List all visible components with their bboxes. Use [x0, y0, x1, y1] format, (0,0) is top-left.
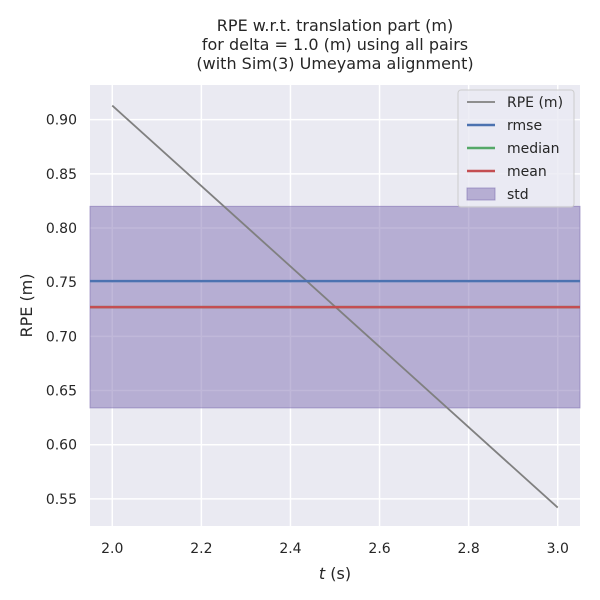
y-tick-labels: 0.55 0.60 0.65 0.70 0.75 0.80 0.85 0.90: [46, 113, 77, 508]
y-tick-label: 0.60: [46, 438, 77, 454]
legend-entry-label: RPE (m): [507, 95, 563, 111]
legend-entry-label: median: [507, 141, 559, 157]
legend-entry-label: std: [507, 187, 529, 203]
chart-title: RPE w.r.t. translation part (m)for delta…: [196, 16, 473, 73]
y-axis-label: RPE (m): [17, 273, 36, 337]
chart-title-line: RPE w.r.t. translation part (m): [217, 16, 453, 35]
chart-title-line: (with Sim(3) Umeyama alignment): [196, 54, 473, 73]
x-axis-label: t (s): [319, 564, 351, 583]
series-lines: [90, 104, 580, 509]
legend: RPE (m) rmse median mean std: [457, 89, 575, 208]
legend-swatch-std: [466, 187, 496, 201]
legend-box: [457, 89, 575, 208]
x-tick-label: 2.4: [279, 541, 301, 557]
y-tick-label: 0.65: [46, 384, 77, 400]
x-axis-label-var: t: [319, 564, 326, 583]
x-tick-label: 2.6: [368, 541, 390, 557]
y-tick-label: 0.85: [46, 167, 77, 183]
y-tick-label: 0.55: [46, 492, 77, 508]
x-tick-label: 2.2: [190, 541, 212, 557]
x-tick-label: 3.0: [547, 541, 569, 557]
y-tick-label: 0.70: [46, 329, 77, 345]
x-tick-labels: 2.0 2.2 2.4 2.6 2.8 3.0: [101, 541, 569, 557]
chart-title-line: for delta = 1.0 (m) using all pairs: [202, 35, 468, 54]
x-axis-label-unit: (s): [325, 564, 351, 583]
y-tick-label: 0.75: [46, 275, 77, 291]
y-tick-label: 0.90: [46, 113, 77, 129]
x-tick-label: 2.8: [458, 541, 480, 557]
x-tick-label: 2.0: [101, 541, 123, 557]
legend-entry-label: mean: [507, 164, 547, 180]
legend-entry-label: rmse: [507, 118, 542, 134]
y-tick-label: 0.80: [46, 221, 77, 237]
